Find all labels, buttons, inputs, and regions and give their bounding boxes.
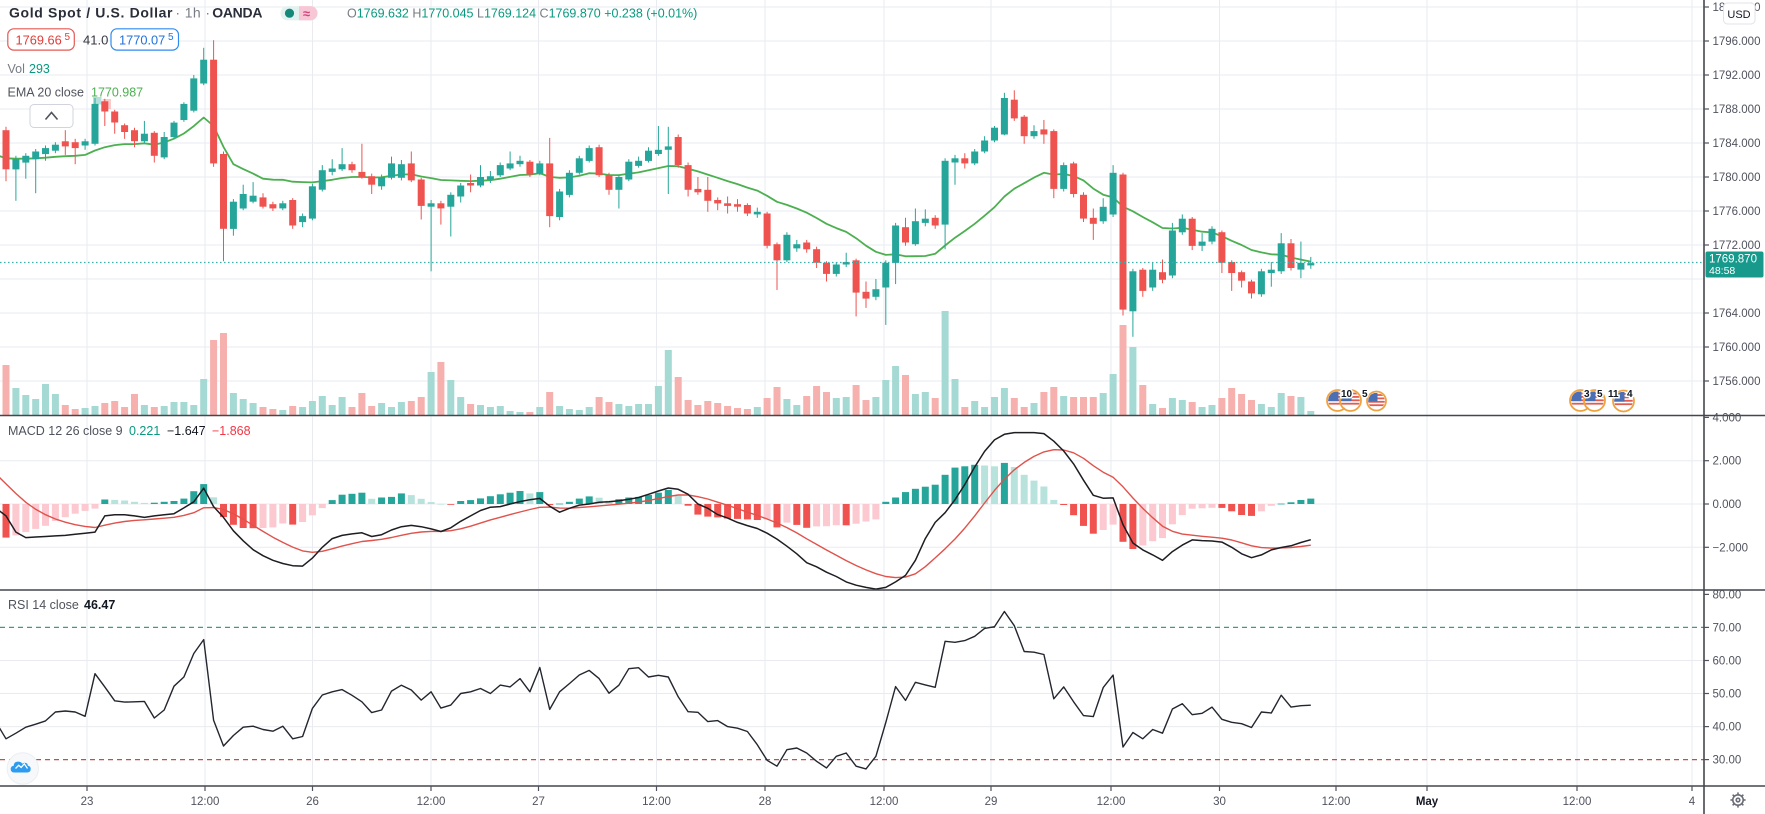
- svg-text:OANDA: OANDA: [212, 5, 262, 21]
- svg-text:1770.987: 1770.987: [91, 86, 143, 100]
- svg-text:1769.66: 1769.66: [16, 33, 62, 48]
- svg-text:1788.000: 1788.000: [1713, 104, 1761, 116]
- svg-text:23: 23: [81, 796, 94, 808]
- svg-text:1769.870: 1769.870: [1709, 254, 1757, 266]
- svg-text:12:00: 12:00: [642, 796, 671, 808]
- svg-text:MACD 12 26 close 9: MACD 12 26 close 9: [8, 424, 123, 438]
- svg-text:0.221: 0.221: [129, 424, 160, 438]
- svg-text:293: 293: [29, 62, 50, 76]
- svg-text:1770.07: 1770.07: [119, 33, 165, 48]
- svg-text:50.00: 50.00: [1713, 689, 1742, 701]
- svg-text:O1769.632 H1770.045 L1769.124: O1769.632 H1770.045 L1769.124 C1769.870 …: [347, 7, 697, 21]
- svg-text:USD: USD: [1727, 9, 1750, 21]
- svg-text:27: 27: [532, 796, 545, 808]
- svg-text:29: 29: [985, 796, 998, 808]
- svg-text:10: 10: [1341, 389, 1353, 400]
- svg-text:30: 30: [1213, 796, 1226, 808]
- svg-text:1776.000: 1776.000: [1713, 206, 1761, 218]
- svg-text:5: 5: [1597, 389, 1603, 400]
- svg-text:46.47: 46.47: [84, 598, 115, 612]
- svg-text:11: 11: [1608, 389, 1619, 400]
- svg-text:40.00: 40.00: [1713, 722, 1742, 734]
- svg-text:−2.000: −2.000: [1713, 542, 1749, 554]
- svg-text:12:00: 12:00: [191, 796, 220, 808]
- svg-text:EMA 20 close: EMA 20 close: [8, 86, 84, 100]
- svg-text:RSI 14 close: RSI 14 close: [8, 598, 79, 612]
- svg-text:12:00: 12:00: [417, 796, 446, 808]
- svg-text:70.00: 70.00: [1713, 622, 1742, 634]
- svg-text:4.000: 4.000: [1713, 412, 1742, 424]
- svg-text:0.000: 0.000: [1713, 499, 1742, 511]
- svg-text:80.00: 80.00: [1713, 589, 1742, 601]
- svg-text:5: 5: [65, 32, 71, 43]
- svg-text:30.00: 30.00: [1713, 755, 1742, 767]
- svg-text:12:00: 12:00: [870, 796, 899, 808]
- svg-text:1772.000: 1772.000: [1713, 240, 1761, 252]
- svg-text:5: 5: [1362, 389, 1368, 400]
- svg-text:−1.868: −1.868: [212, 424, 251, 438]
- svg-text:41.0: 41.0: [83, 33, 108, 48]
- svg-text:1792.000: 1792.000: [1713, 70, 1761, 82]
- svg-text:1764.000: 1764.000: [1713, 308, 1761, 320]
- svg-text:3: 3: [1584, 389, 1590, 400]
- svg-text:4: 4: [1627, 389, 1633, 400]
- svg-text:60.00: 60.00: [1713, 656, 1742, 668]
- svg-text:1780.000: 1780.000: [1713, 172, 1761, 184]
- svg-text:· 1h ·: · 1h ·: [175, 5, 210, 21]
- svg-text:1796.000: 1796.000: [1713, 36, 1761, 48]
- svg-text:4: 4: [1689, 796, 1696, 808]
- svg-text:5: 5: [168, 32, 174, 43]
- svg-text:−1.647: −1.647: [167, 424, 206, 438]
- svg-text:2.000: 2.000: [1713, 456, 1742, 468]
- svg-text:12:00: 12:00: [1322, 796, 1351, 808]
- svg-text:Gold Spot / U.S. Dollar: Gold Spot / U.S. Dollar: [9, 5, 173, 21]
- svg-text:May: May: [1416, 796, 1439, 808]
- svg-text:1756.000: 1756.000: [1713, 376, 1761, 388]
- svg-text:≈: ≈: [303, 6, 310, 21]
- svg-text:48:58: 48:58: [1709, 265, 1735, 277]
- svg-text:12:00: 12:00: [1097, 796, 1126, 808]
- svg-text:12:00: 12:00: [1563, 796, 1592, 808]
- svg-text:1784.000: 1784.000: [1713, 138, 1761, 150]
- svg-text:Vol: Vol: [8, 62, 25, 76]
- svg-text:1760.000: 1760.000: [1713, 342, 1761, 354]
- svg-text:28: 28: [759, 796, 772, 808]
- svg-text:26: 26: [306, 796, 319, 808]
